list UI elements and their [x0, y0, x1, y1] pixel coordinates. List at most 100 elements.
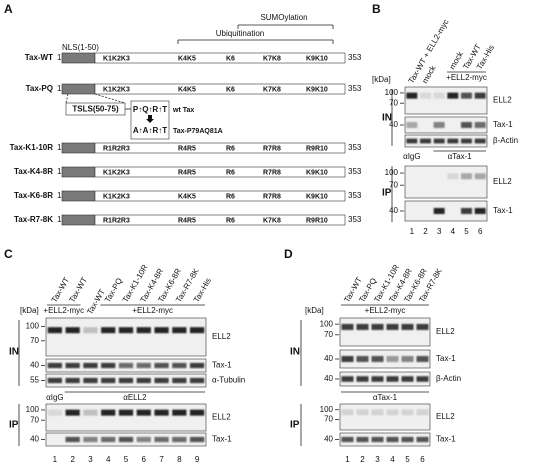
construct-name: Tax-K1-10R [10, 143, 54, 152]
group-label: +ELL2-myc [132, 306, 173, 315]
marker-label: 100 [385, 168, 399, 177]
band [447, 92, 459, 99]
site-label: K1K2K3 [103, 169, 130, 176]
lane-number: 6 [420, 455, 425, 464]
band [341, 376, 354, 382]
band [386, 356, 399, 362]
band [386, 323, 399, 330]
group-label: +ELL2-myc [446, 73, 487, 82]
tsls-label: TSLS(50-75) [72, 105, 119, 114]
band [172, 362, 187, 369]
site-label: K1K2K3 [103, 193, 130, 200]
protein-box [94, 190, 346, 202]
band [136, 377, 151, 384]
blot-target: Tax-1 [212, 435, 232, 444]
site-label: R9R10 [306, 217, 328, 224]
antibody-label: αIgG [46, 393, 64, 402]
kda-label: [kDa] [305, 306, 324, 315]
lane-number: 1 [410, 227, 415, 236]
band [136, 409, 151, 416]
blot-target: β-Actin [493, 136, 518, 145]
band [474, 208, 486, 214]
lane-header: Tax-WT [85, 288, 107, 316]
marker-label: 40 [324, 374, 333, 383]
band [356, 356, 369, 362]
band [371, 323, 384, 330]
site-label: R1R2R3 [103, 217, 130, 224]
site-label: R7R8 [263, 193, 281, 200]
band [136, 436, 151, 443]
blot [404, 86, 488, 115]
mutant-name: Tax-P79AQ81A [173, 128, 223, 135]
band [154, 327, 169, 334]
marker-label: 70 [30, 415, 39, 424]
nls-box [61, 142, 96, 154]
lane-number: 3 [437, 227, 442, 236]
band [101, 377, 116, 384]
band [118, 362, 134, 369]
section-label: IN [290, 347, 300, 358]
band [416, 436, 429, 443]
section-label: IP [290, 420, 300, 431]
marker-label: 55 [30, 376, 39, 385]
panel-label: B [372, 2, 381, 16]
band [356, 409, 369, 416]
band [406, 138, 418, 144]
band [461, 92, 472, 99]
site-label: K7K8 [263, 86, 281, 93]
site-label: K4K5 [178, 86, 196, 93]
lane-number: 2 [423, 227, 428, 236]
lane-number: 5 [464, 227, 469, 236]
nls-box [61, 214, 96, 226]
site-label: R9R10 [306, 145, 328, 152]
blot [339, 403, 431, 431]
band [461, 122, 472, 128]
lane-number: 5 [405, 455, 410, 464]
panel-label: A [4, 2, 13, 16]
band [101, 436, 116, 443]
site-label: R4R5 [178, 169, 196, 176]
start-residue: 1 [57, 167, 62, 176]
marker-label: 100 [320, 319, 334, 328]
construct-name: Tax-R7-8K [14, 215, 53, 224]
band [371, 409, 384, 416]
band [101, 327, 116, 334]
blot-target: ELL2 [212, 332, 231, 341]
start-residue: 1 [57, 143, 62, 152]
lane-number: 6 [142, 455, 147, 464]
lane-number: 4 [451, 227, 456, 236]
site-label: R6 [226, 217, 235, 224]
band [190, 377, 205, 384]
band [406, 92, 418, 99]
nls-box [61, 166, 96, 178]
band [47, 377, 62, 384]
blot-target: α-Tubulin [212, 376, 245, 385]
lane-number: 8 [177, 455, 182, 464]
band [386, 376, 399, 382]
site-label: R6 [226, 169, 235, 176]
lane-number: 4 [390, 455, 395, 464]
marker-label: 70 [324, 330, 333, 339]
band [356, 436, 369, 443]
lane-number: 4 [106, 455, 111, 464]
end-residue: 353 [348, 143, 362, 152]
blot [404, 165, 488, 199]
marker-label: 100 [26, 321, 40, 330]
marker-label: 40 [389, 206, 398, 215]
construct-name: Tax-K4-8R [14, 167, 53, 176]
band [356, 376, 369, 382]
band [447, 173, 459, 180]
marker-label: 70 [30, 336, 39, 345]
band [154, 377, 169, 384]
band [371, 356, 384, 362]
lane-number: 5 [124, 455, 129, 464]
band [83, 327, 98, 334]
blot-target: ELL2 [212, 413, 231, 422]
end-residue: 353 [348, 167, 362, 176]
marker-label: 70 [389, 180, 398, 189]
lane-number: 9 [195, 455, 200, 464]
band [474, 92, 486, 99]
band [433, 208, 445, 214]
band [371, 376, 384, 382]
band [65, 327, 80, 334]
